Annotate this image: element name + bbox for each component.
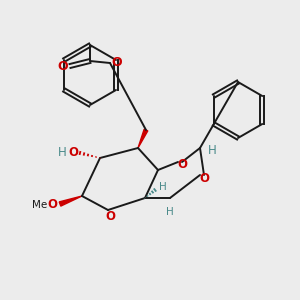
Text: O: O [68, 146, 78, 158]
Text: O: O [58, 61, 68, 74]
Polygon shape [138, 129, 148, 148]
Text: Me: Me [32, 200, 48, 210]
Text: H: H [166, 207, 174, 217]
Text: H: H [208, 143, 216, 157]
Text: O: O [112, 56, 122, 68]
Text: O: O [47, 199, 57, 212]
Text: O: O [105, 211, 115, 224]
Text: O: O [199, 172, 209, 185]
Polygon shape [59, 196, 82, 206]
Text: H: H [159, 182, 167, 192]
Text: H: H [58, 146, 66, 158]
Text: O: O [177, 158, 187, 170]
